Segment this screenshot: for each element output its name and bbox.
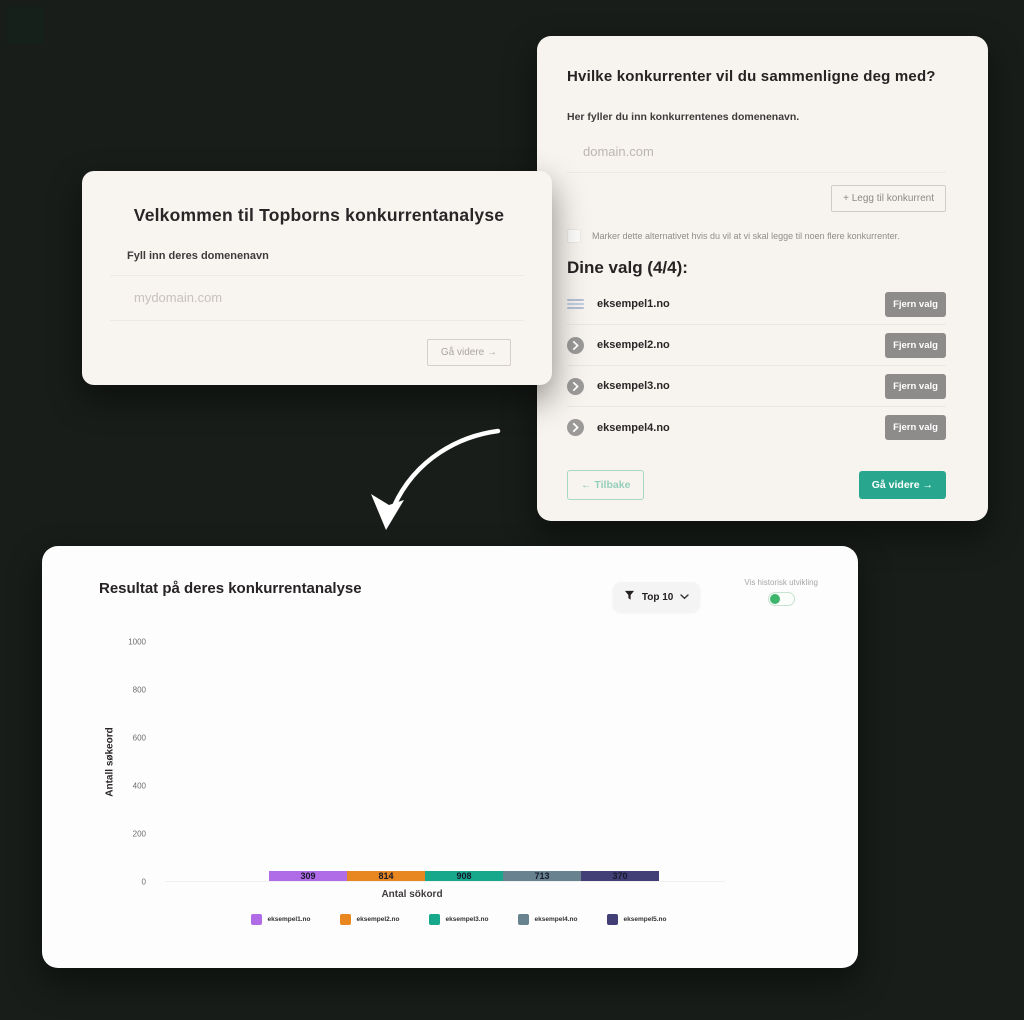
- chevron-down-icon: [680, 592, 690, 603]
- chart-legend: eksempel1.no eksempel2.no eksempel3.no e…: [99, 914, 818, 925]
- legend-label: eksempel4.no: [534, 916, 578, 923]
- bar-eksempel5: 370: [581, 871, 659, 881]
- legend-label: eksempel1.no: [267, 916, 311, 923]
- selection-heading: Dine valg (4/4):: [567, 258, 688, 277]
- add-competitor-button[interactable]: + Legg til konkurrent: [831, 185, 946, 212]
- top10-filter-dropdown[interactable]: Top 10: [612, 582, 701, 612]
- bar-eksempel1: 309: [269, 871, 347, 881]
- competitor-domain: eksempel2.no: [597, 339, 670, 351]
- legend-swatch: [339, 914, 351, 925]
- y-tick: 0: [141, 877, 146, 887]
- y-tick: 400: [132, 781, 146, 791]
- arrow-circle-icon: [567, 377, 584, 395]
- bar-value-label: 309: [300, 871, 316, 881]
- legend-swatch: [606, 914, 618, 925]
- next-button[interactable]: Gå videre →: [858, 471, 946, 499]
- bar-group: 309 814 908 713 370: [269, 871, 659, 881]
- more-competitors-row: Marker dette alternativet hvis du vil at…: [567, 229, 946, 243]
- welcome-title: Velkommen til Topborns konkurrentanalyse: [133, 205, 505, 225]
- remove-competitor-button[interactable]: Fjern valg: [885, 415, 946, 440]
- top10-filter-label: Top 10: [641, 591, 674, 603]
- domain-input-wrap: [110, 275, 524, 321]
- competitor-domain-input[interactable]: [567, 144, 946, 159]
- competitors-title: Hvilke konkurrenter vil du sammenligne d…: [567, 68, 936, 85]
- competitor-domain: eksempel3.no: [597, 380, 670, 392]
- remove-competitor-button[interactable]: Fjern valg: [885, 373, 946, 399]
- domain-field-label: Fyll inn deres domenenavn: [127, 250, 269, 262]
- bar-eksempel4: 713: [503, 871, 581, 881]
- arrow-circle-icon: [567, 336, 584, 354]
- legend-item: eksempel1.no: [250, 914, 311, 925]
- bar-value-label: 814: [378, 871, 394, 881]
- remove-competitor-button[interactable]: Fjern valg: [885, 291, 946, 317]
- plot-area: 309 814 908 713 370: [165, 642, 725, 882]
- history-toggle-label: Vis historisk utvikling: [744, 578, 818, 587]
- list-icon: [567, 296, 584, 313]
- y-axis-ticks: 1000 800 600 400 200 0: [121, 638, 153, 887]
- legend-label: eksempel5.no: [623, 916, 667, 923]
- y-tick: 1000: [128, 637, 146, 647]
- arrow-circle-icon: [567, 419, 584, 436]
- curved-arrow-icon: [371, 428, 501, 530]
- back-button[interactable]: ← Tilbake: [567, 470, 645, 500]
- legend-item: eksempel5.no: [606, 914, 667, 925]
- history-toggle[interactable]: [767, 592, 795, 606]
- remove-competitor-button[interactable]: Fjern valg: [885, 332, 946, 358]
- competitor-domain: eksempel4.no: [597, 421, 670, 434]
- legend-item: eksempel3.no: [428, 914, 489, 925]
- competitor-list: eksempel1.no Fjern valg eksempel2.no Fje…: [567, 284, 946, 448]
- list-item: eksempel3.no Fjern valg: [567, 366, 946, 407]
- list-item: eksempel2.no Fjern valg: [567, 325, 946, 366]
- more-competitors-label: Marker dette alternativet hvis du vil at…: [592, 231, 900, 241]
- legend-item: eksempel2.no: [339, 914, 400, 925]
- bar-value-label: 370: [612, 871, 628, 881]
- competitor-input-wrap: [567, 143, 946, 173]
- bar-chart: Antall søkeord 1000 800 600 400 200 0 30…: [99, 638, 818, 887]
- legend-swatch: [428, 914, 440, 925]
- results-title: Resultat på deres konkurrentanalyse: [99, 580, 362, 597]
- welcome-next-button[interactable]: Gå videre →: [426, 339, 511, 366]
- list-item: eksempel4.no Fjern valg: [567, 407, 946, 448]
- bar-value-label: 908: [456, 871, 472, 881]
- legend-label: eksempel3.no: [445, 916, 489, 923]
- my-domain-input[interactable]: [110, 290, 524, 305]
- legend-label: eksempel2.no: [356, 916, 400, 923]
- welcome-card: Velkommen til Topborns konkurrentanalyse…: [82, 171, 552, 385]
- competitor-domain: eksempel1.no: [597, 298, 670, 310]
- decor-square: [7, 7, 44, 44]
- bar-value-label: 713: [534, 871, 550, 881]
- competitors-card: Hvilke konkurrenter vil du sammenligne d…: [537, 36, 988, 521]
- y-tick: 200: [132, 829, 146, 839]
- y-axis-label: Antall søkeord: [104, 727, 116, 797]
- bar-eksempel2: 814: [347, 871, 425, 881]
- list-item: eksempel1.no Fjern valg: [567, 284, 946, 325]
- bar-eksempel3: 908: [425, 871, 503, 881]
- y-tick: 600: [132, 733, 146, 743]
- x-axis-label: Antal sökord: [381, 889, 443, 900]
- results-card: Resultat på deres konkurrentanalyse Top …: [42, 546, 858, 968]
- legend-swatch: [517, 914, 529, 925]
- competitors-subtitle: Her fyller du inn konkurrentenes domenen…: [567, 111, 800, 123]
- legend-swatch: [250, 914, 262, 925]
- more-competitors-checkbox[interactable]: [567, 229, 581, 243]
- filter-funnel-icon: [624, 590, 635, 604]
- y-tick: 800: [132, 685, 146, 695]
- legend-item: eksempel4.no: [517, 914, 578, 925]
- toggle-knob: [769, 594, 780, 604]
